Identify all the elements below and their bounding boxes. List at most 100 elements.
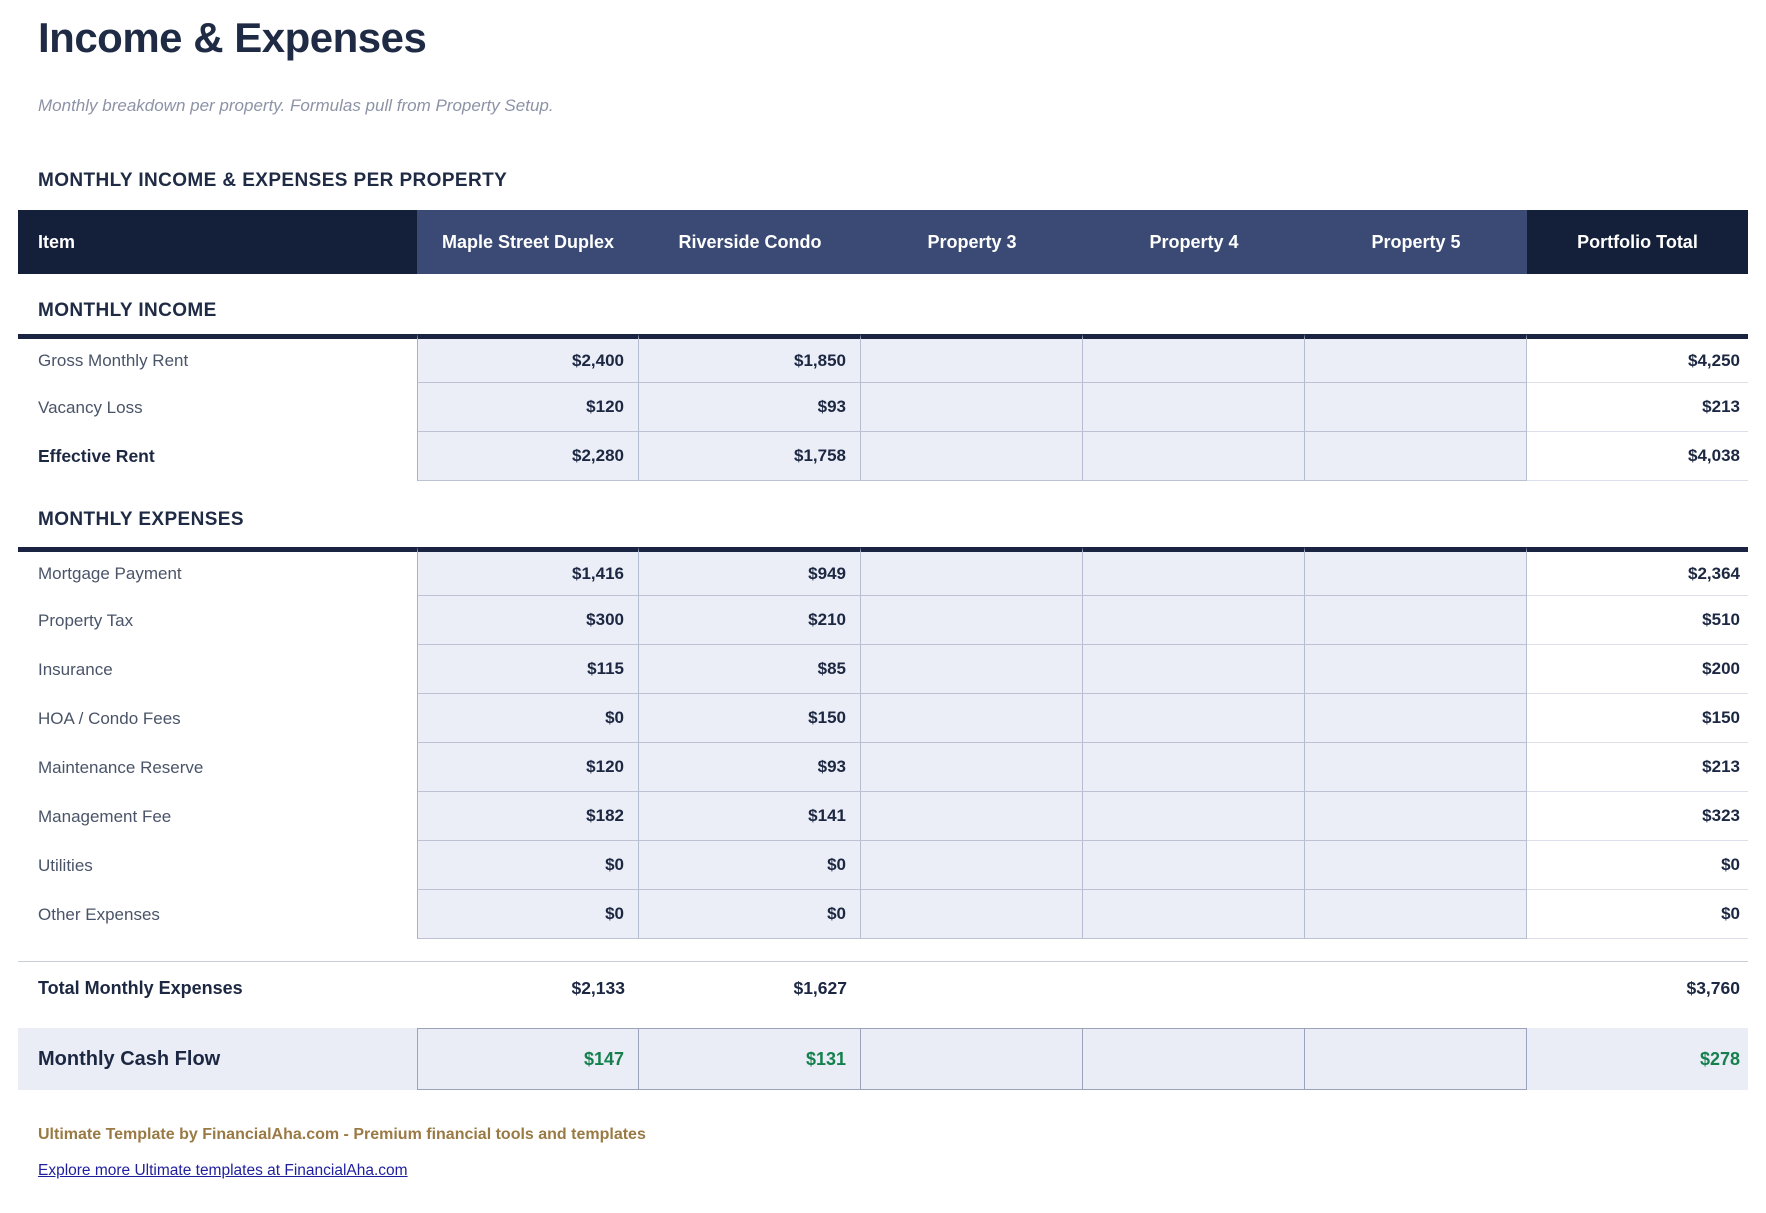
row-label: Gross Monthly Rent — [18, 334, 417, 384]
table-cell — [861, 962, 1083, 1014]
expenses-section: Mortgage Payment $1,416 $949 $2,364 Prop… — [18, 547, 1748, 940]
table-cell — [1083, 432, 1305, 482]
table-cell: $131 — [639, 1028, 861, 1091]
table-row: Insurance $115 $85 $200 — [18, 645, 1748, 695]
table-cell — [861, 792, 1083, 842]
page-subtitle: Monthly breakdown per property. Formulas… — [38, 96, 554, 116]
table-cell — [1305, 547, 1527, 597]
monthly-expenses-heading: MONTHLY EXPENSES — [38, 509, 244, 531]
table-cell: $182 — [417, 792, 639, 842]
row-label: Management Fee — [18, 792, 417, 842]
table-cell: $2,280 — [417, 432, 639, 482]
table-cell: $120 — [417, 383, 639, 433]
table-cell — [1305, 645, 1527, 695]
table-cell: $2,133 — [571, 977, 625, 998]
table-row: Effective Rent $2,280 $1,758 $4,038 — [18, 432, 1748, 482]
table-cell: $141 — [639, 792, 861, 842]
table-cell — [861, 645, 1083, 695]
table-cell — [861, 432, 1083, 482]
column-header-item: Item — [18, 210, 417, 275]
table-cell — [1083, 792, 1305, 842]
table-cell — [1083, 547, 1305, 597]
portfolio-total-cell: $150 — [1527, 694, 1748, 744]
table-cell — [1083, 645, 1305, 695]
table-cell — [1305, 841, 1527, 891]
row-label: HOA / Condo Fees — [18, 694, 417, 744]
row-label: Effective Rent — [18, 432, 417, 482]
monthly-income-heading: MONTHLY INCOME — [38, 300, 217, 322]
column-header-portfolio-total: Portfolio Total — [1527, 210, 1748, 275]
table-cell — [1083, 890, 1305, 940]
table-cell — [1305, 1028, 1527, 1091]
table-row: Mortgage Payment $1,416 $949 $2,364 — [18, 547, 1748, 597]
column-header-property-5: Property 5 — [1305, 210, 1527, 275]
table-cell — [1083, 334, 1305, 384]
table-header-row: Item Maple Street Duplex Riverside Condo… — [18, 210, 1748, 275]
table-row: Property Tax $300 $210 $510 — [18, 596, 1748, 646]
cash-flow-row: Monthly Cash Flow $147 $131 $278 — [18, 1028, 1748, 1091]
table-cell — [1305, 743, 1527, 793]
portfolio-total-cell: $323 — [1527, 792, 1748, 842]
portfolio-total-cell: $278 — [1699, 1048, 1740, 1069]
portfolio-total-cell: $510 — [1527, 596, 1748, 646]
table-cell — [1305, 694, 1527, 744]
table-cell: $0 — [639, 890, 861, 940]
table-cell — [861, 383, 1083, 433]
table-cell: $0 — [417, 841, 639, 891]
financialaha-link[interactable]: Explore more Ultimate templates at Finan… — [38, 1162, 408, 1180]
table-cell: $93 — [639, 383, 861, 433]
table-cell — [1083, 962, 1305, 1014]
table-cell: $147 — [417, 1028, 639, 1091]
table-cell: $120 — [417, 743, 639, 793]
table-row: Utilities $0 $0 $0 — [18, 841, 1748, 891]
table-cell: $93 — [639, 743, 861, 793]
table-cell: $0 — [639, 841, 861, 891]
table-row: Management Fee $182 $141 $323 — [18, 792, 1748, 842]
table-cell — [861, 547, 1083, 597]
column-header-property-4: Property 4 — [1083, 210, 1305, 275]
row-label: Mortgage Payment — [18, 547, 417, 597]
income-expenses-table: Item Maple Street Duplex Riverside Condo… — [18, 210, 1748, 1091]
total-expenses-row: Total Monthly Expenses $2,133 $1,627 $3,… — [18, 961, 1748, 1014]
portfolio-total-cell: $4,250 — [1527, 334, 1748, 384]
portfolio-total-cell: $3,760 — [1686, 977, 1740, 998]
portfolio-total-cell: $200 — [1527, 645, 1748, 695]
row-label: Property Tax — [18, 596, 417, 646]
table-row: Other Expenses $0 $0 $0 — [18, 890, 1748, 940]
table-cell — [1305, 596, 1527, 646]
portfolio-total-cell: $0 — [1527, 841, 1748, 891]
table-cell: $1,416 — [417, 547, 639, 597]
table-cell — [1083, 596, 1305, 646]
table-cell: $1,758 — [639, 432, 861, 482]
table-cell: $300 — [417, 596, 639, 646]
portfolio-total-cell: $213 — [1527, 383, 1748, 433]
table-cell — [861, 596, 1083, 646]
table-cell — [861, 743, 1083, 793]
row-label: Monthly Cash Flow — [38, 1047, 221, 1070]
table-cell: $115 — [417, 645, 639, 695]
table-cell: $2,400 — [417, 334, 639, 384]
table-row: Gross Monthly Rent $2,400 $1,850 $4,250 — [18, 334, 1748, 384]
table-cell — [1305, 890, 1527, 940]
portfolio-total-cell: $213 — [1527, 743, 1748, 793]
page-title: Income & Expenses — [38, 14, 427, 61]
table-cell — [1083, 743, 1305, 793]
table-cell: $150 — [639, 694, 861, 744]
table-cell — [1083, 694, 1305, 744]
table-cell: $949 — [639, 547, 861, 597]
table-cell — [861, 841, 1083, 891]
table-row: Vacancy Loss $120 $93 $213 — [18, 383, 1748, 433]
portfolio-total-cell: $0 — [1527, 890, 1748, 940]
table-cell — [861, 694, 1083, 744]
table-cell — [861, 334, 1083, 384]
section-heading: MONTHLY INCOME & EXPENSES PER PROPERTY — [38, 170, 508, 192]
table-row: Maintenance Reserve $120 $93 $213 — [18, 743, 1748, 793]
table-cell — [1083, 383, 1305, 433]
table-cell: $1,627 — [793, 977, 847, 998]
table-cell: $210 — [639, 596, 861, 646]
table-row: HOA / Condo Fees $0 $150 $150 — [18, 694, 1748, 744]
row-label: Utilities — [18, 841, 417, 891]
portfolio-total-cell: $2,364 — [1527, 547, 1748, 597]
row-label: Vacancy Loss — [18, 383, 417, 433]
table-cell — [1305, 792, 1527, 842]
